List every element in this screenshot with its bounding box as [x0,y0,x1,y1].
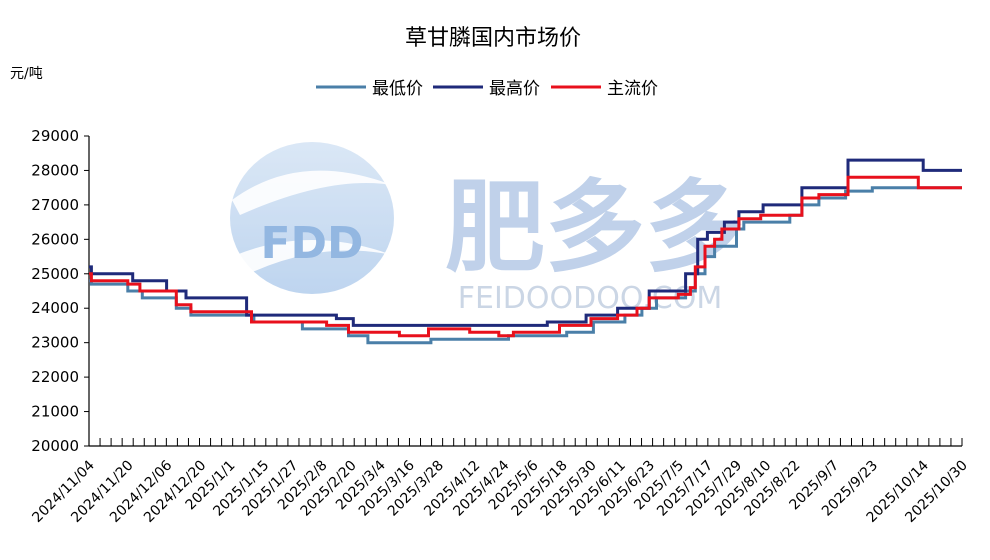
plot-area [89,158,962,345]
legend-label: 主流价 [607,79,658,99]
y-tick-label: 29000 [31,127,79,145]
watermark-brand-name: 肥多多 [445,169,745,286]
legend: 最低价 最高价 主流价 [316,79,658,99]
y-tick-label: 25000 [31,265,79,283]
y-tick-label: 22000 [31,368,79,386]
y-tick-label: 27000 [31,196,79,214]
legend-label: 最高价 [489,79,540,99]
x-axis: 2024/11/042024/11/202024/12/062024/12/20… [29,438,971,526]
y-tick-label: 26000 [31,230,79,248]
y-axis-unit: 元/吨 [10,66,43,82]
chart-title: 草甘膦国内市场价 [405,26,581,51]
y-tick-label: 23000 [31,334,79,352]
y-tick-label: 20000 [31,437,79,455]
watermark-logo-text: FDD [260,218,363,269]
y-tick-label: 21000 [31,403,79,421]
y-axis: 20000 21000 22000 23000 24000 25000 26000 27000… [31,127,90,455]
series-line [89,158,962,327]
y-tick-label: 24000 [31,299,79,317]
series-line [89,175,962,338]
legend-label: 最低价 [372,79,423,99]
y-tick-label: 28000 [31,161,79,179]
